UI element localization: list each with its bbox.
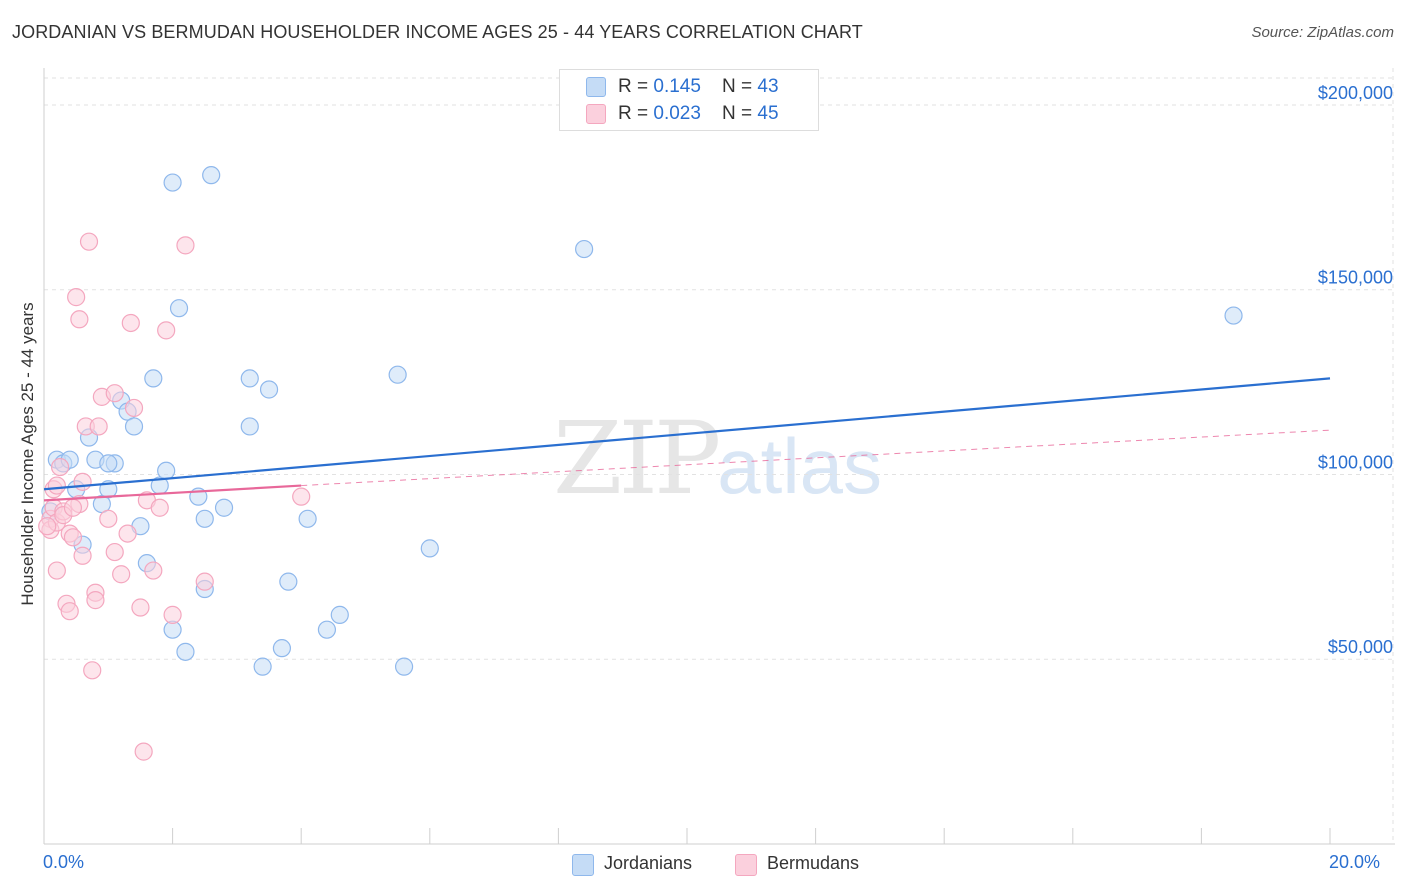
jordanian-point bbox=[195, 509, 214, 528]
legend-r-label: R = bbox=[618, 76, 654, 97]
bermudan-point bbox=[73, 546, 92, 565]
jordanian-point bbox=[240, 369, 259, 388]
bermudan-point bbox=[134, 742, 153, 761]
jordanian-point bbox=[1224, 306, 1243, 325]
jordanian-point bbox=[272, 639, 292, 658]
jordanian-point bbox=[214, 498, 234, 517]
watermark-atlas: atlas bbox=[717, 422, 883, 510]
bermudan-point bbox=[121, 313, 140, 333]
x-tick-label-min: 0.0% bbox=[43, 852, 85, 872]
trend-lines bbox=[43, 377, 1331, 502]
jordanian-point bbox=[317, 620, 337, 639]
y-axis-label: Householder Income Ages 25 - 44 years bbox=[18, 302, 37, 606]
bermudan-point bbox=[105, 542, 124, 562]
y-tick-label: $150,000 bbox=[1318, 268, 1393, 288]
bermudan-point bbox=[89, 417, 108, 436]
bermudan-point bbox=[157, 321, 176, 340]
y-tick-label: $50,000 bbox=[1328, 637, 1393, 657]
jordanian-point bbox=[169, 299, 189, 318]
bermudan-point bbox=[47, 476, 66, 495]
watermark-zip: ZIP bbox=[553, 400, 721, 517]
legend-n-value: 43 bbox=[757, 76, 779, 97]
legend-r-value: 0.023 bbox=[653, 103, 701, 124]
legend-swatch-jordanians bbox=[586, 77, 606, 97]
y-tick-labels: $50,000 $100,000 $150,000 $200,000 bbox=[1318, 83, 1393, 657]
bottom-legend-label: Bermudans bbox=[767, 853, 860, 873]
bermudan-point bbox=[38, 517, 57, 536]
legend-n-value: 45 bbox=[757, 103, 779, 124]
legend-n-label: N = bbox=[722, 76, 758, 97]
bermudan-point bbox=[67, 288, 86, 307]
x-tick-label-max: 20.0% bbox=[1329, 852, 1381, 872]
y-tick-label: $100,000 bbox=[1318, 452, 1393, 472]
bermudan-point bbox=[86, 591, 105, 610]
jordanian-point bbox=[144, 369, 163, 388]
bermudan-point bbox=[150, 498, 169, 517]
y-tick-label: $200,000 bbox=[1318, 83, 1393, 103]
jordanian-point bbox=[99, 454, 118, 473]
bermudan-point bbox=[292, 487, 311, 506]
jordanian-point bbox=[163, 173, 182, 192]
bermudan-point bbox=[163, 605, 182, 624]
bermudan-point bbox=[124, 398, 144, 418]
axes bbox=[43, 68, 1395, 845]
bermudan-point bbox=[70, 310, 89, 329]
jordanian-point bbox=[202, 166, 221, 185]
jordanian-point bbox=[420, 539, 439, 558]
bermudan-point bbox=[63, 498, 83, 517]
bermudan-point bbox=[60, 602, 79, 621]
bottom-legend-swatch-jordanians bbox=[572, 854, 594, 876]
source-label: Source: ZipAtlas.com bbox=[1251, 24, 1394, 41]
bermudans-trend-extension bbox=[301, 429, 1331, 487]
bermudan-point bbox=[112, 565, 131, 584]
bermudan-point bbox=[131, 598, 150, 617]
bermudan-point bbox=[118, 524, 137, 543]
bermudan-point bbox=[195, 572, 214, 591]
bottom-legend-label: Jordanians bbox=[604, 853, 693, 873]
legend-swatch-bermudans bbox=[586, 104, 606, 124]
data-points bbox=[38, 166, 1243, 761]
jordanian-point bbox=[176, 642, 195, 661]
bermudan-point bbox=[50, 457, 70, 477]
bermudan-point bbox=[63, 528, 83, 547]
jordanian-point bbox=[157, 461, 176, 480]
jordanian-point bbox=[253, 657, 272, 676]
bermudan-point bbox=[79, 232, 99, 251]
legend-n-label: N = bbox=[722, 103, 758, 124]
jordanian-point bbox=[330, 605, 349, 624]
grid-lines bbox=[44, 77, 1395, 660]
jordanian-point bbox=[575, 239, 594, 259]
watermark: ZIPatlas bbox=[553, 400, 882, 517]
bottom-legend-swatch-bermudans bbox=[735, 854, 757, 876]
chart-title: JORDANIAN VS BERMUDAN HOUSEHOLDER INCOME… bbox=[12, 22, 863, 42]
jordanian-point bbox=[240, 417, 259, 436]
jordanian-point bbox=[298, 509, 317, 528]
jordanian-point bbox=[388, 365, 407, 384]
bermudans-trend-line bbox=[43, 484, 302, 502]
bermudan-point bbox=[73, 472, 92, 491]
jordanian-point bbox=[279, 572, 298, 591]
bermudan-point bbox=[105, 384, 124, 403]
jordanians-trend-line bbox=[43, 377, 1331, 491]
bermudan-point bbox=[47, 561, 66, 580]
jordanian-point bbox=[394, 657, 414, 676]
bermudan-point bbox=[99, 509, 118, 528]
jordanian-point bbox=[124, 417, 144, 436]
bermudan-point bbox=[83, 661, 102, 680]
jordanian-point bbox=[259, 380, 279, 399]
stats-legend: R = 0.145 N = 43 R = 0.023 N = 45 bbox=[559, 69, 819, 131]
legend-r-value: 0.145 bbox=[653, 76, 701, 97]
bermudan-point bbox=[176, 236, 195, 255]
bermudan-point bbox=[144, 561, 163, 580]
legend-r-label: R = bbox=[618, 103, 654, 124]
